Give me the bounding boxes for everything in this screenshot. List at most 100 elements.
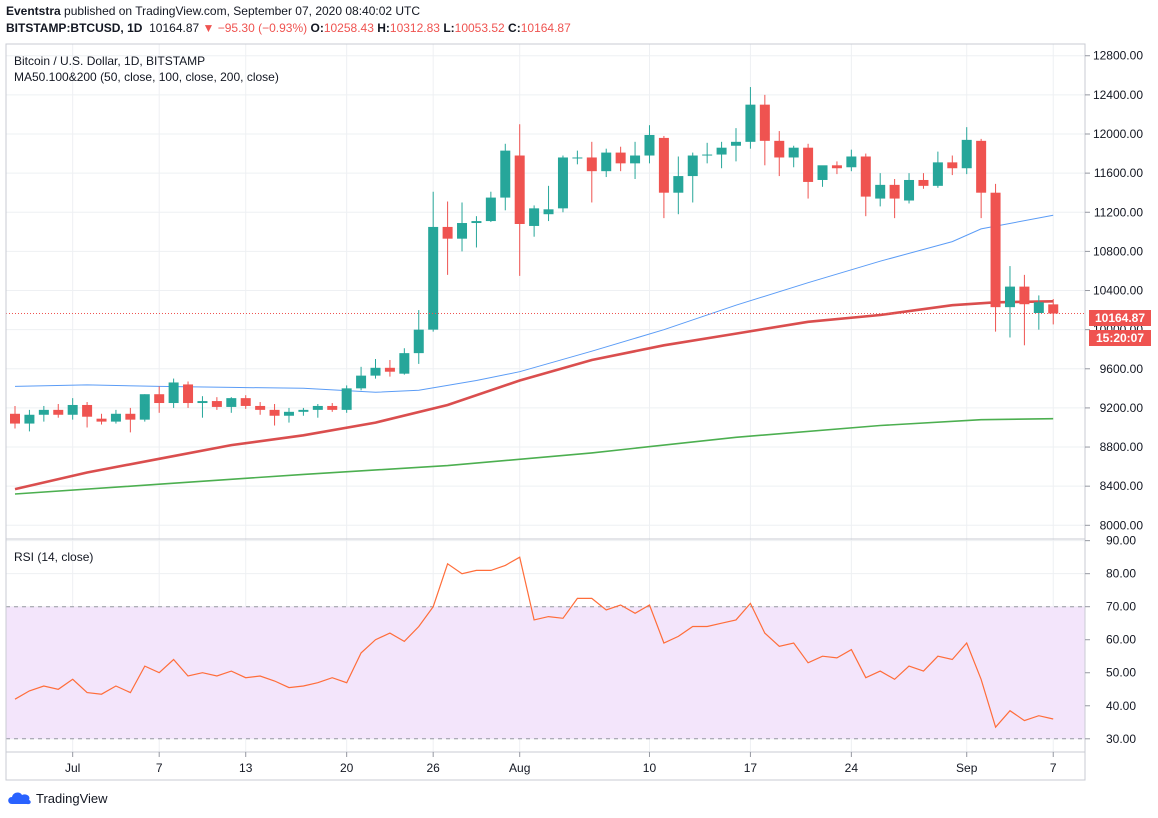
candle	[298, 407, 309, 416]
candle-body	[860, 156, 871, 197]
candle-body	[67, 404, 78, 415]
candle-body	[183, 384, 194, 404]
candle	[630, 141, 641, 179]
price-label-last: 10164.87	[1089, 310, 1151, 326]
candle	[457, 202, 468, 252]
candle	[557, 155, 568, 213]
candle-body	[658, 137, 669, 193]
price-axis: 8000.008400.008800.009200.009600.0010000…	[1085, 49, 1144, 532]
candle	[312, 404, 323, 418]
low-value: 10053.52	[454, 21, 505, 35]
candle	[168, 378, 179, 408]
candle-body	[370, 367, 381, 376]
ohlc-line: BITSTAMP:BTCUSD, 1D 10164.87 ▼ −95.30 (−…	[6, 21, 571, 35]
candle-body	[428, 226, 439, 330]
candle-body	[471, 221, 482, 224]
candle-body	[788, 147, 799, 158]
ma50-line	[14, 214, 1054, 393]
candle	[341, 385, 352, 413]
candle-body	[298, 409, 309, 412]
candle	[327, 403, 338, 412]
candle-body	[442, 226, 453, 239]
candle-body	[1019, 286, 1030, 305]
price-tick-label: 10800.00	[1093, 244, 1143, 258]
publish-info: published on TradingView.com, September …	[64, 4, 421, 18]
candle	[759, 94, 770, 166]
high-label: H:	[377, 21, 390, 35]
rsi-indicator-label[interactable]: RSI (14, close)	[14, 550, 93, 564]
candle-body	[226, 398, 237, 407]
tradingview-brand: TradingView	[36, 790, 108, 806]
ma-indicator-label[interactable]: MA50.100&200 (50, close, 100, close, 200…	[14, 70, 279, 84]
candle	[283, 407, 294, 423]
candle-body	[53, 409, 64, 415]
rsi-axis: 30.00 40.00 50.00 60.00 70.00 80.00 90.00	[1085, 534, 1136, 746]
candle-body	[976, 140, 987, 193]
candle-body	[687, 155, 698, 177]
candle	[197, 396, 208, 418]
candle	[817, 165, 828, 187]
candle	[514, 124, 525, 276]
candle-body	[529, 208, 540, 226]
candle	[976, 138, 987, 219]
price-tick-label: 8400.00	[1100, 479, 1144, 493]
candle-body	[341, 388, 352, 410]
candle-body	[774, 140, 785, 158]
candle-body	[745, 104, 756, 142]
candle-body	[255, 405, 266, 410]
candle-body	[139, 394, 150, 420]
time-tick-label: Jul	[65, 761, 80, 775]
candle	[442, 201, 453, 275]
candle	[154, 386, 165, 413]
publisher-name[interactable]: Eventstra	[6, 4, 61, 18]
candle-body	[1033, 302, 1044, 314]
candle	[399, 348, 410, 375]
candle	[125, 407, 136, 433]
candle	[831, 161, 842, 175]
candle	[24, 409, 35, 432]
candle-body	[586, 157, 597, 172]
candle-body	[38, 409, 49, 415]
candle	[255, 402, 266, 415]
candle	[1048, 299, 1059, 325]
price-tick-label: 9200.00	[1100, 401, 1144, 415]
candle	[543, 185, 554, 222]
symbol-label: BITSTAMP:BTCUSD, 1D	[6, 21, 143, 35]
candle	[846, 149, 857, 172]
price-tick-label: 12000.00	[1093, 127, 1143, 141]
candlestick-series	[10, 87, 1059, 433]
candle	[96, 413, 107, 425]
high-value: 10312.83	[389, 21, 440, 35]
candle-body	[846, 156, 857, 168]
candle-body	[413, 329, 424, 354]
candle	[211, 397, 222, 410]
candle-body	[932, 162, 943, 186]
tradingview-branding[interactable]: TradingView	[6, 790, 108, 806]
candle	[1004, 266, 1015, 338]
candle-body	[384, 367, 395, 372]
candle-body	[572, 157, 583, 159]
close-label: C:	[508, 21, 521, 35]
candle-body	[889, 184, 900, 199]
candle-body	[168, 382, 179, 404]
candle	[586, 141, 597, 203]
time-axis: Jul 7 13 20 26 Aug 10 17 24 Sep 7	[65, 752, 1057, 775]
candle	[529, 205, 540, 237]
candle-body	[356, 375, 367, 389]
candle	[500, 143, 511, 211]
candle-body	[673, 176, 684, 193]
rsi-tick-label: 90.00	[1106, 534, 1136, 548]
close-value: 10164.87	[520, 21, 571, 35]
candle-body	[918, 179, 929, 186]
candle-body	[24, 414, 35, 424]
candle	[1019, 274, 1030, 346]
candle-body	[1004, 286, 1015, 308]
rsi-tick-label: 30.00	[1106, 732, 1136, 746]
candle	[413, 310, 424, 364]
rsi-line	[14, 556, 1054, 729]
rsi-tick-label: 80.00	[1106, 567, 1136, 581]
countdown-tag: 15:20:07	[1096, 331, 1144, 345]
ma200-line	[14, 417, 1054, 495]
time-tick-label: 10	[643, 761, 657, 775]
